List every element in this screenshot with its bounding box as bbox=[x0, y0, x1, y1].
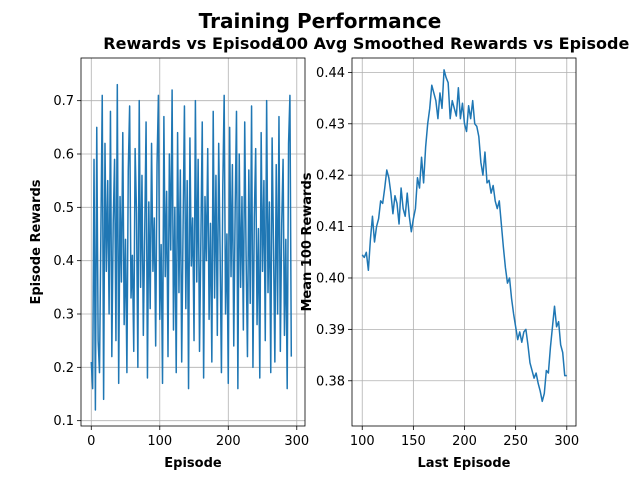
rewards-y-tick-label: 0.4 bbox=[53, 254, 74, 269]
rewards-vs-episode-plot: 0 100 200 300 0.1 0.2 0.3 0.4 0.5 0.6 0.7 Rewards … bbox=[29, 34, 309, 471]
smoothed-x-tick-label: 250 bbox=[503, 434, 528, 449]
smoothed-series bbox=[361, 69, 567, 403]
rewards-y-tick-label: 0.1 bbox=[53, 414, 74, 429]
smoothed-y-tick-label: 0.40 bbox=[316, 271, 345, 286]
smoothed-y-tick-label: 0.43 bbox=[316, 117, 345, 132]
smoothed-y-tick-label: 0.39 bbox=[316, 323, 345, 338]
smoothed-x-axis-label: Last Episode bbox=[418, 456, 511, 471]
rewards-series bbox=[90, 83, 293, 411]
rewards-y-tick-label: 0.6 bbox=[53, 148, 74, 163]
smoothed-x-tick-label: 150 bbox=[401, 434, 426, 449]
smoothed-y-tick-label: 0.42 bbox=[316, 169, 345, 184]
smoothed-axes-frame bbox=[351, 57, 577, 427]
rewards-y-tick-label: 0.3 bbox=[53, 308, 74, 323]
smoothed-axes-title: 100 Avg Smoothed Rewards vs Episode bbox=[275, 34, 630, 53]
smoothed-x-tick-label: 200 bbox=[452, 434, 477, 449]
smoothed-rewards-plot: 100 150 200 250 300 0.38 0.39 0.40 0.41 0.42 0.43 0… bbox=[275, 34, 630, 471]
smoothed-x-tick-label: 300 bbox=[554, 434, 579, 449]
rewards-x-tick-label: 0 bbox=[87, 434, 95, 449]
smoothed-ticks: 100 150 200 250 300 0.38 0.39 0.40 0.41 0.42 0.43 0… bbox=[316, 66, 579, 449]
rewards-ticks: 0 100 200 300 0.1 0.2 0.3 0.4 0.5 0.6 0.7 bbox=[53, 94, 309, 449]
rewards-x-tick-label: 300 bbox=[284, 434, 309, 449]
smoothed-y-tick-label: 0.38 bbox=[316, 374, 345, 389]
rewards-x-tick-label: 100 bbox=[147, 434, 172, 449]
figure-title: Training Performance bbox=[199, 9, 442, 33]
rewards-series-line bbox=[90, 83, 293, 411]
rewards-x-axis-label: Episode bbox=[164, 456, 222, 471]
smoothed-y-tick-label: 0.44 bbox=[316, 66, 345, 81]
rewards-y-tick-label: 0.5 bbox=[53, 201, 74, 216]
rewards-axes-title: Rewards vs Episode bbox=[103, 34, 283, 53]
smoothed-y-axis-label: Mean 100 Rewards bbox=[300, 172, 315, 311]
smoothed-series-line bbox=[361, 69, 567, 403]
rewards-y-tick-label: 0.7 bbox=[53, 94, 74, 109]
rewards-x-tick-label: 200 bbox=[216, 434, 241, 449]
rewards-y-axis-label: Episode Rewards bbox=[29, 179, 44, 304]
rewards-axes-frame bbox=[80, 57, 306, 427]
smoothed-y-tick-label: 0.41 bbox=[316, 220, 345, 235]
rewards-y-tick-label: 0.2 bbox=[53, 361, 74, 376]
smoothed-x-tick-label: 100 bbox=[350, 434, 375, 449]
